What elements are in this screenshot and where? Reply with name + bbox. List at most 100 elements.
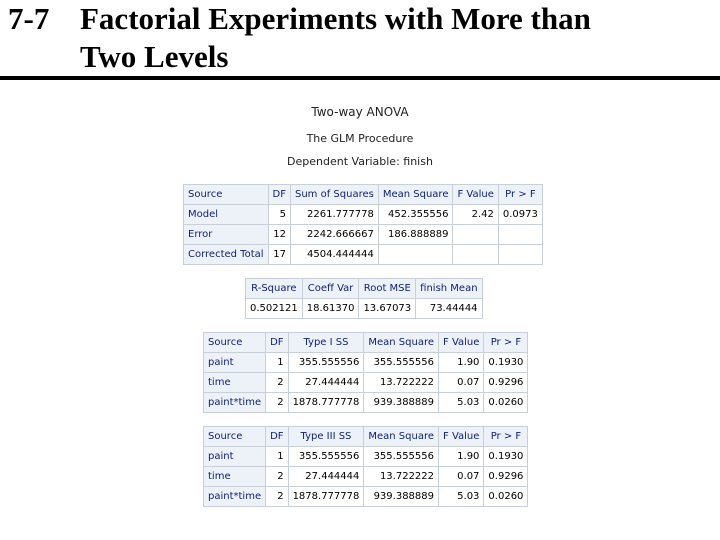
row-label: paint <box>202 446 267 467</box>
column-header: Source <box>202 426 267 447</box>
table-row: Error 12 2242.666667 186.888889 <box>183 224 543 245</box>
column-header: DF <box>265 332 289 353</box>
anova-table: Source DF Sum of Squares Mean Square F V… <box>183 184 543 265</box>
table-cell: 355.555556 <box>363 352 440 373</box>
table-cell: 1.90 <box>438 352 485 373</box>
table-cell: 0.9296 <box>483 466 529 487</box>
column-header: Mean Square <box>363 426 440 447</box>
table-header-row: Source DF Sum of Squares Mean Square F V… <box>183 184 543 205</box>
table-cell: 0.1930 <box>483 446 529 467</box>
table-cell: 0.9296 <box>483 372 529 393</box>
table-cell: 186.888889 <box>377 224 454 245</box>
table-row: 0.502121 18.61370 13.67073 73.44444 <box>245 298 483 319</box>
table-cell <box>452 224 499 245</box>
table-cell: 2 <box>265 392 289 413</box>
table-cell: 1 <box>265 446 289 467</box>
table-cell: 939.388889 <box>363 486 440 507</box>
column-header: Coeff Var <box>301 278 360 299</box>
table-cell: 1.90 <box>438 446 485 467</box>
type1-ss-table: Source DF Type I SS Mean Square F Value … <box>202 332 529 413</box>
table-cell: 2 <box>265 486 289 507</box>
table-cell: 0.1930 <box>483 352 529 373</box>
table-cell: 0.07 <box>438 466 485 487</box>
table-cell: 2.42 <box>452 204 499 225</box>
table-cell: 4504.444444 <box>290 244 379 265</box>
column-header: F Value <box>452 184 499 205</box>
table-cell: 13.67073 <box>358 298 417 319</box>
table-cell: 27.444444 <box>287 466 365 487</box>
table-cell: 18.61370 <box>301 298 360 319</box>
table-header-row: Source DF Type III SS Mean Square F Valu… <box>202 426 529 447</box>
column-header: DF <box>267 184 292 205</box>
table-cell: 73.44444 <box>415 298 483 319</box>
table-row: time 2 27.444444 13.722222 0.07 0.9296 <box>202 372 529 393</box>
table-cell: 2261.777778 <box>290 204 379 225</box>
column-header: Source <box>183 184 269 205</box>
table-cell: 1878.777778 <box>287 392 365 413</box>
table-cell: 452.355556 <box>377 204 454 225</box>
row-label: paint*time <box>202 392 267 413</box>
table-cell: 0.502121 <box>245 298 303 319</box>
column-header: Sum of Squares <box>290 184 379 205</box>
table-cell: 0.07 <box>438 372 485 393</box>
fit-statistics-table: R-Square Coeff Var Root MSE finish Mean … <box>245 278 483 319</box>
table-cell: 939.388889 <box>363 392 440 413</box>
slide-title-line2: Two Levels <box>80 39 229 74</box>
column-header: Mean Square <box>363 332 440 353</box>
table-cell: 5.03 <box>438 486 485 507</box>
row-label: time <box>202 372 267 393</box>
table-cell <box>377 244 454 265</box>
title-rule <box>0 76 720 80</box>
table-row: paint*time 2 1878.777778 939.388889 5.03… <box>202 392 529 413</box>
table-header-row: R-Square Coeff Var Root MSE finish Mean <box>245 278 483 299</box>
procedure-title: The GLM Procedure <box>306 132 414 145</box>
row-label: time <box>202 466 267 487</box>
table-header-row: Source DF Type I SS Mean Square F Value … <box>202 332 529 353</box>
table-row: Model 5 2261.777778 452.355556 2.42 0.09… <box>183 204 543 225</box>
table-cell: 5.03 <box>438 392 485 413</box>
table-cell: 1878.777778 <box>287 486 365 507</box>
column-header: DF <box>265 426 289 447</box>
table-cell: 0.0260 <box>483 486 529 507</box>
table-cell: 27.444444 <box>287 372 365 393</box>
row-label: Error <box>183 224 269 245</box>
table-row: paint 1 355.555556 355.555556 1.90 0.193… <box>202 352 529 373</box>
table-cell: 355.555556 <box>287 446 365 467</box>
row-label: Corrected Total <box>183 244 269 265</box>
row-label: paint <box>202 352 267 373</box>
table-cell <box>497 224 543 245</box>
row-label: paint*time <box>202 486 267 507</box>
column-header: Pr > F <box>483 332 529 353</box>
table-cell: 355.555556 <box>363 446 440 467</box>
type3-ss-table: Source DF Type III SS Mean Square F Valu… <box>202 426 529 507</box>
table-row: time 2 27.444444 13.722222 0.07 0.9296 <box>202 466 529 487</box>
table-cell: 0.0260 <box>483 392 529 413</box>
table-row: paint 1 355.555556 355.555556 1.90 0.193… <box>202 446 529 467</box>
column-header: Type III SS <box>287 426 365 447</box>
table-cell: 355.555556 <box>287 352 365 373</box>
row-label: Model <box>183 204 269 225</box>
table-cell: 12 <box>267 224 292 245</box>
slide-number: 7-7 <box>8 1 50 36</box>
column-header: Pr > F <box>497 184 543 205</box>
table-cell: 5 <box>267 204 292 225</box>
column-header: Type I SS <box>287 332 365 353</box>
column-header: Source <box>202 332 267 353</box>
column-header: Mean Square <box>377 184 454 205</box>
output-heading: Two-way ANOVA <box>311 105 409 119</box>
dependent-variable: Dependent Variable: finish <box>287 155 433 168</box>
table-row: Corrected Total 17 4504.444444 <box>183 244 543 265</box>
table-row: paint*time 2 1878.777778 939.388889 5.03… <box>202 486 529 507</box>
table-cell: 0.0973 <box>497 204 543 225</box>
slide-title-line1: Factorial Experiments with More than <box>80 1 591 36</box>
table-cell: 17 <box>267 244 292 265</box>
column-header: R-Square <box>245 278 303 299</box>
column-header: Pr > F <box>483 426 529 447</box>
column-header: finish Mean <box>415 278 483 299</box>
table-cell: 13.722222 <box>363 372 440 393</box>
slide-title: 7-7 Factorial Experiments with More than … <box>8 0 591 76</box>
table-cell: 2242.666667 <box>290 224 379 245</box>
column-header: Root MSE <box>358 278 417 299</box>
table-cell: 2 <box>265 372 289 393</box>
table-cell: 1 <box>265 352 289 373</box>
